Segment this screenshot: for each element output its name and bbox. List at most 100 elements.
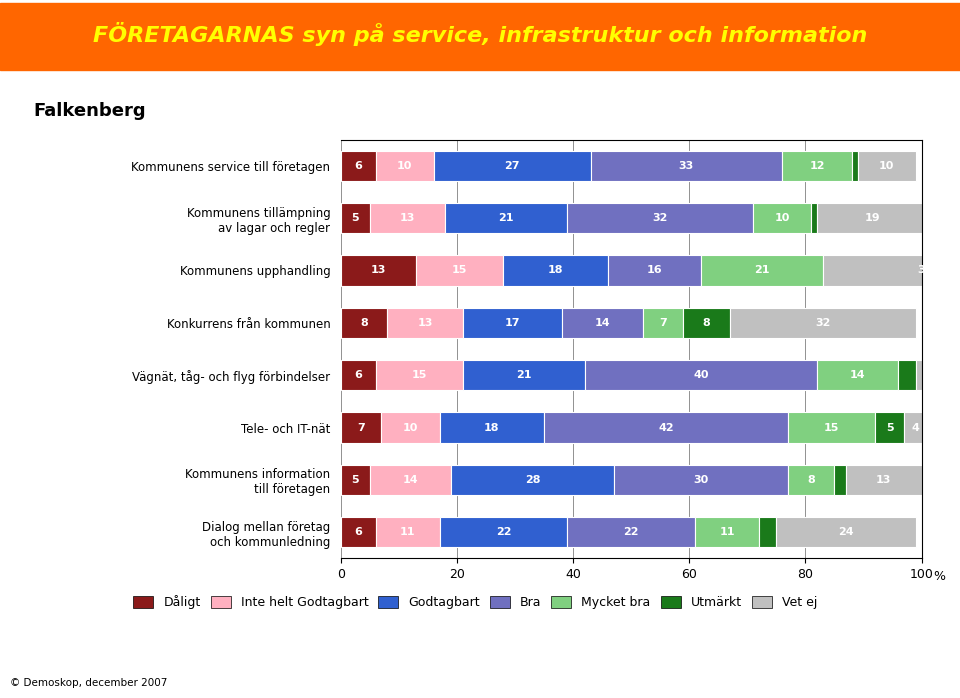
Text: 14: 14 [850, 370, 866, 380]
Text: 8: 8 [360, 318, 368, 328]
Bar [387, 308, 463, 338]
Text: 5: 5 [351, 213, 359, 223]
Bar [463, 360, 585, 390]
Bar [544, 413, 788, 443]
Text: 5: 5 [886, 422, 894, 433]
Bar [701, 255, 823, 285]
Bar [341, 203, 370, 233]
Bar [341, 308, 387, 338]
Text: 21: 21 [755, 265, 770, 276]
Bar [585, 360, 817, 390]
Bar [341, 151, 375, 181]
Text: 18: 18 [484, 422, 499, 433]
Text: 13: 13 [418, 318, 433, 328]
Bar [904, 413, 927, 443]
Bar [684, 308, 730, 338]
Text: Falkenberg: Falkenberg [34, 102, 146, 120]
Text: 24: 24 [838, 527, 853, 537]
Text: 21: 21 [516, 370, 532, 380]
Text: 8: 8 [807, 475, 815, 485]
Text: 12: 12 [809, 161, 825, 171]
Text: 10: 10 [879, 161, 895, 171]
Text: 6: 6 [354, 370, 362, 380]
Bar [341, 517, 375, 547]
Text: 11: 11 [719, 527, 734, 537]
Text: 10: 10 [775, 213, 790, 223]
Text: 33: 33 [679, 161, 694, 171]
Bar [608, 255, 701, 285]
Text: 16: 16 [647, 265, 662, 276]
Bar [440, 517, 567, 547]
Text: FÖRETAGARNAS syn på service, infrastruktur och information: FÖRETAGARNAS syn på service, infrastrukt… [93, 22, 867, 45]
Text: 35: 35 [917, 265, 932, 276]
Bar [370, 203, 445, 233]
Text: 27: 27 [504, 161, 520, 171]
Bar [613, 465, 788, 495]
Bar [370, 465, 451, 495]
Text: 32: 32 [653, 213, 668, 223]
Text: %: % [933, 570, 946, 584]
Bar [341, 465, 370, 495]
Bar [916, 360, 927, 390]
Text: 10: 10 [403, 422, 419, 433]
Bar [788, 413, 876, 443]
Text: 19: 19 [864, 213, 880, 223]
Bar [445, 203, 567, 233]
Text: 10: 10 [397, 161, 413, 171]
Text: 17: 17 [504, 318, 520, 328]
Text: 7: 7 [357, 422, 365, 433]
Bar [759, 517, 777, 547]
Bar [876, 413, 904, 443]
Text: 14: 14 [594, 318, 610, 328]
Bar [852, 151, 857, 181]
Text: 21: 21 [498, 213, 514, 223]
Bar [434, 151, 590, 181]
Bar [341, 255, 417, 285]
Bar [643, 308, 684, 338]
Bar [562, 308, 643, 338]
Bar [451, 465, 613, 495]
Text: 6: 6 [354, 161, 362, 171]
Bar [754, 203, 811, 233]
Text: 15: 15 [824, 422, 839, 433]
Bar [817, 360, 899, 390]
Text: 8: 8 [703, 318, 710, 328]
Text: 5: 5 [351, 475, 359, 485]
Bar [440, 413, 544, 443]
Bar [503, 255, 608, 285]
Text: 13: 13 [371, 265, 386, 276]
Text: 7: 7 [660, 318, 667, 328]
Text: 22: 22 [623, 527, 639, 537]
Legend: Dåligt, Inte helt Godtagbart, Godtagbart, Bra, Mycket bra, Utmärkt, Vet ej: Dåligt, Inte helt Godtagbart, Godtagbart… [129, 590, 822, 614]
Bar [375, 360, 463, 390]
Text: 30: 30 [693, 475, 708, 485]
Bar [834, 465, 846, 495]
Text: 22: 22 [495, 527, 511, 537]
Text: 14: 14 [402, 475, 419, 485]
Bar [846, 465, 922, 495]
Bar [788, 465, 834, 495]
Bar [823, 255, 960, 285]
Bar [899, 360, 916, 390]
Bar [590, 151, 782, 181]
Text: 15: 15 [452, 265, 468, 276]
Text: 11: 11 [400, 527, 416, 537]
Bar [777, 517, 916, 547]
Text: 18: 18 [548, 265, 564, 276]
Bar [375, 151, 434, 181]
Bar [782, 151, 852, 181]
Bar [857, 151, 916, 181]
Text: 40: 40 [693, 370, 708, 380]
Text: 28: 28 [525, 475, 540, 485]
Bar [567, 517, 695, 547]
Bar [381, 413, 440, 443]
Text: 13: 13 [876, 475, 892, 485]
Bar [695, 517, 759, 547]
Text: 15: 15 [412, 370, 427, 380]
Text: 13: 13 [400, 213, 416, 223]
Bar [341, 360, 375, 390]
Text: 6: 6 [354, 527, 362, 537]
Bar [341, 413, 381, 443]
Bar [567, 203, 754, 233]
Bar [730, 308, 916, 338]
